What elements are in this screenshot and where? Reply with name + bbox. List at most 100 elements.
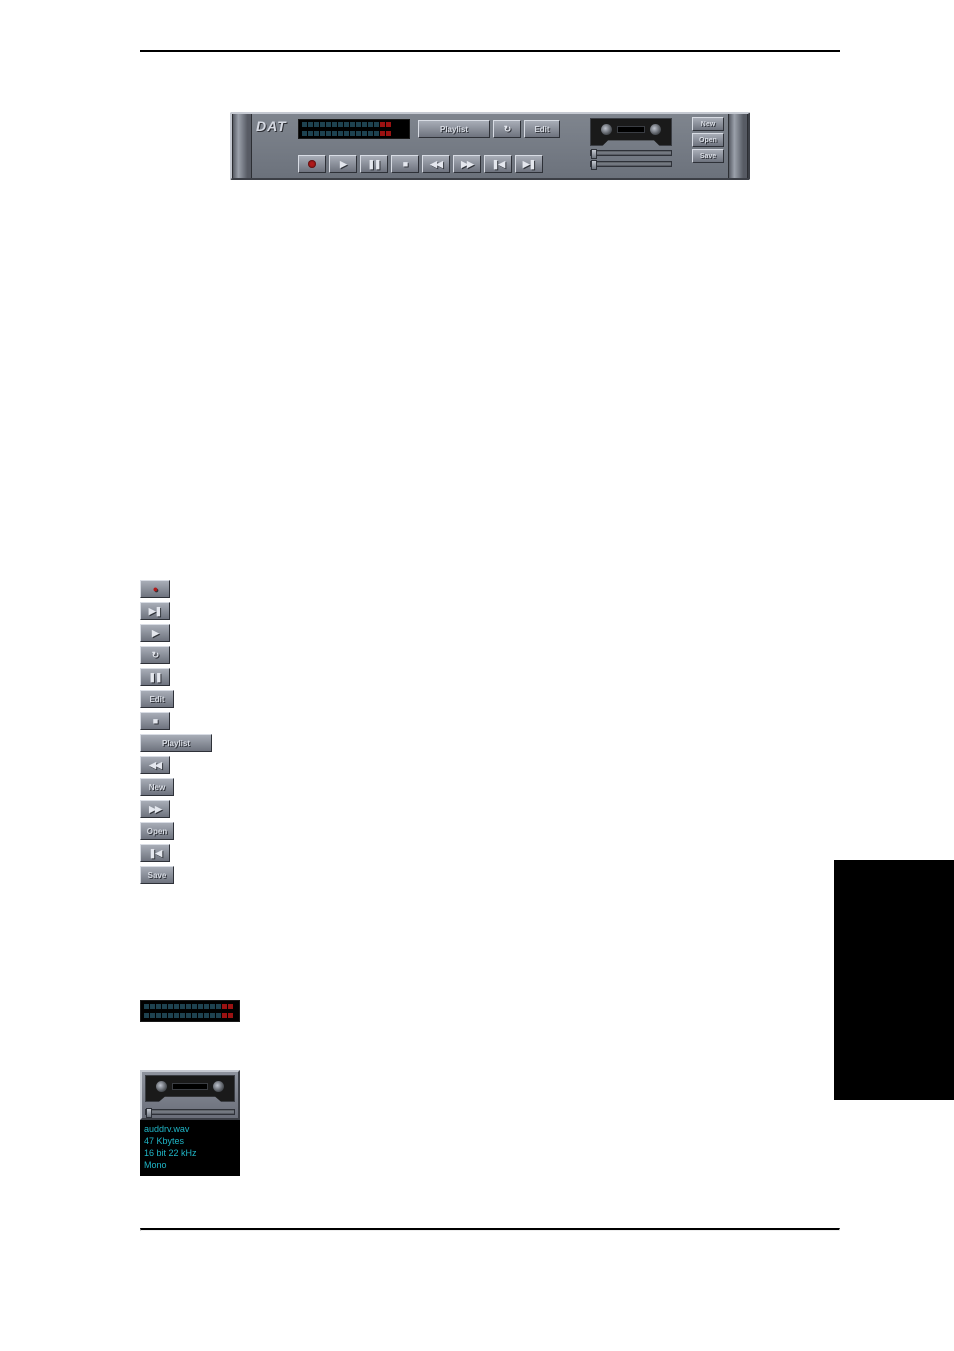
play-button[interactable]: ▶ xyxy=(329,155,357,173)
stop-button[interactable]: ■ xyxy=(391,155,419,173)
record-icon xyxy=(308,160,316,168)
prev-track-icon: ❚◀ xyxy=(149,848,161,859)
vu-segment xyxy=(374,122,379,127)
next-track-button[interactable]: ▶❚ xyxy=(515,155,543,173)
prev-button[interactable]: ❚◀ xyxy=(140,844,170,862)
vu-segment xyxy=(144,1004,149,1009)
rewind-button[interactable]: ◀◀ xyxy=(140,756,170,774)
position-slider-2[interactable] xyxy=(590,161,672,167)
vu-meter-standalone xyxy=(140,1000,240,1022)
button-list-row: Edit xyxy=(140,690,174,708)
file-name: auddrv.wav xyxy=(144,1123,236,1135)
save-button[interactable]: Save xyxy=(140,866,174,884)
cassette-icon xyxy=(590,118,672,146)
vu-segment xyxy=(344,122,349,127)
vu-segment xyxy=(368,131,373,136)
button-list-row: ↻ xyxy=(140,646,170,664)
vu-meter xyxy=(298,119,410,139)
slider-knob[interactable] xyxy=(591,160,597,170)
position-slider[interactable] xyxy=(145,1109,235,1115)
vu-segment xyxy=(180,1013,185,1018)
vu-segment xyxy=(302,131,307,136)
vu-segment xyxy=(308,131,313,136)
prev-track-icon: ❚◀ xyxy=(492,159,504,170)
new-button[interactable]: New xyxy=(140,778,174,796)
prev-track-button[interactable]: ❚◀ xyxy=(484,155,512,173)
record-button[interactable] xyxy=(298,155,326,173)
panel-body: DAT Playlist ↻ Edit ▶ ❚❚ ■ ◀◀ ▶▶ ❚◀ ▶❚ xyxy=(252,114,728,178)
cassette-icon xyxy=(145,1075,235,1102)
repeat-icon: ↻ xyxy=(504,124,511,135)
play-button[interactable]: ▶ xyxy=(140,624,170,642)
cassette-window xyxy=(172,1083,208,1090)
repeat-button[interactable]: ↻ xyxy=(493,120,521,138)
vu-segment xyxy=(204,1004,209,1009)
footer-rule xyxy=(140,1228,840,1231)
file-format: 16 bit 22 kHz xyxy=(144,1147,236,1159)
vu-segment xyxy=(192,1004,197,1009)
vu-segment xyxy=(156,1004,161,1009)
file-button-column: New Open Save xyxy=(692,117,724,163)
position-slider[interactable] xyxy=(590,150,672,156)
vu-segment xyxy=(332,131,337,136)
vu-segment xyxy=(150,1004,155,1009)
playlist-button[interactable]: Playlist xyxy=(140,734,212,752)
slider-knob[interactable] xyxy=(591,149,597,159)
next-button[interactable]: ▶❚ xyxy=(140,602,170,620)
rewind-button[interactable]: ◀◀ xyxy=(422,155,450,173)
slider-knob[interactable] xyxy=(146,1108,152,1118)
pause-icon: ❚❚ xyxy=(148,672,161,683)
vu-segment xyxy=(356,131,361,136)
vu-segment xyxy=(186,1004,191,1009)
button-list-row: Open xyxy=(140,822,174,840)
playlist-button[interactable]: Playlist xyxy=(418,120,490,138)
button-list-row: ▶ xyxy=(140,624,170,642)
vu-segment xyxy=(308,122,313,127)
vu-segment xyxy=(362,131,367,136)
vu-row xyxy=(302,122,406,127)
vu-row xyxy=(302,131,406,136)
vu-segment xyxy=(314,131,319,136)
play-icon: ▶ xyxy=(340,159,346,170)
section-tab xyxy=(834,860,954,1100)
vu-segment xyxy=(174,1004,179,1009)
pause-button[interactable]: ❚❚ xyxy=(360,155,388,173)
vu-segment xyxy=(216,1013,221,1018)
vu-segment xyxy=(320,122,325,127)
button-list-row: Save xyxy=(140,866,174,884)
button-list-row: New xyxy=(140,778,174,796)
vu-segment xyxy=(186,1013,191,1018)
page-frame: DAT Playlist ↻ Edit ▶ ❚❚ ■ ◀◀ ▶▶ ❚◀ ▶❚ xyxy=(140,50,840,180)
vu-segment xyxy=(210,1013,215,1018)
forward-button[interactable]: ▶▶ xyxy=(453,155,481,173)
button-definition-list: ● ▶❚ ▶ ↻ ❚❚ Edit ■ Playlist ◀◀ New ▶▶ Open ❚◀ Save xyxy=(140,580,212,884)
vu-segment xyxy=(168,1013,173,1018)
open-button[interactable]: Open xyxy=(140,822,174,840)
edit-button[interactable]: Edit xyxy=(140,690,174,708)
file-size: 47 Kbytes xyxy=(144,1135,236,1147)
vu-segment-hot xyxy=(386,131,391,136)
repeat-button[interactable]: ↻ xyxy=(140,646,170,664)
dat-player-panel: DAT Playlist ↻ Edit ▶ ❚❚ ■ ◀◀ ▶▶ ❚◀ ▶❚ xyxy=(230,112,750,180)
vu-segment-hot xyxy=(380,122,385,127)
vu-segment xyxy=(302,122,307,127)
vu-segment-hot xyxy=(228,1013,233,1018)
record-button[interactable]: ● xyxy=(140,580,170,598)
next-track-icon: ▶❚ xyxy=(149,606,161,617)
vu-segment xyxy=(174,1013,179,1018)
pause-icon: ❚❚ xyxy=(367,159,380,170)
open-button[interactable]: Open xyxy=(692,133,724,147)
forward-icon: ▶▶ xyxy=(461,159,473,170)
stop-icon: ■ xyxy=(403,159,407,169)
save-button[interactable]: Save xyxy=(692,149,724,163)
new-button[interactable]: New xyxy=(692,117,724,131)
panel-side-right xyxy=(728,114,748,178)
vu-segment-hot xyxy=(228,1004,233,1009)
edit-button[interactable]: Edit xyxy=(524,120,560,138)
pause-button[interactable]: ❚❚ xyxy=(140,668,170,686)
vu-segment xyxy=(204,1013,209,1018)
transport-row: ▶ ❚❚ ■ ◀◀ ▶▶ ❚◀ ▶❚ xyxy=(298,155,543,173)
cassette-reel-right xyxy=(213,1081,224,1092)
stop-button[interactable]: ■ xyxy=(140,712,170,730)
forward-button[interactable]: ▶▶ xyxy=(140,800,170,818)
